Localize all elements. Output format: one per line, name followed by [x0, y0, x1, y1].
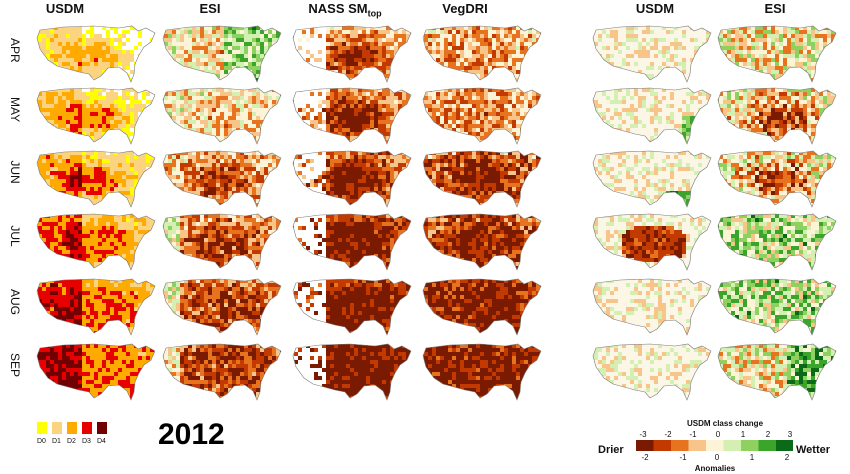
map-usdmchg-aug: [590, 275, 716, 337]
map-esichg-jul: [715, 210, 841, 272]
map-esichg-may: [715, 84, 841, 146]
top-tick: 2: [765, 430, 771, 439]
anomaly-bar-segment: [688, 440, 707, 451]
legend-label-d4: D4: [97, 438, 106, 445]
row-label-sep: SEP: [8, 353, 22, 378]
anomaly-bar-segment: [776, 440, 793, 451]
map-esichg-apr: [715, 22, 841, 84]
top-tick: -1: [689, 430, 697, 439]
map-vegdri-may: [420, 84, 546, 146]
legend-label-d1: D1: [52, 438, 61, 445]
legend-swatch-d2: [67, 422, 77, 434]
anomaly-color-bar: [636, 440, 793, 451]
map-nass-may: [290, 84, 416, 146]
legend-swatch-d3: [82, 422, 92, 434]
bottom-tick: -1: [679, 453, 687, 462]
legend-label-d2: D2: [67, 438, 76, 445]
row-label-apr: APR: [8, 38, 22, 63]
anomaly-bar-segment: [706, 440, 724, 451]
map-usdm-jun: [34, 147, 160, 209]
drier-label: Drier: [598, 444, 624, 456]
top-tick: -3: [639, 430, 647, 439]
map-usdmchg-may: [590, 84, 716, 146]
bottom-tick: 0: [714, 453, 720, 462]
map-vegdri-jun: [420, 147, 546, 209]
map-usdm-sep: [34, 340, 160, 402]
map-usdm-may: [34, 84, 160, 146]
map-usdmchg-apr: [590, 22, 716, 84]
map-usdmchg-jun: [590, 147, 716, 209]
bottom-tick: -2: [641, 453, 649, 462]
map-nass-sep: [290, 340, 416, 402]
column-header-esi: ESI: [199, 1, 221, 16]
column-header-nass-sm-top: NASS SMtop: [308, 1, 382, 19]
wetter-label: Wetter: [796, 444, 831, 456]
map-esi-apr: [160, 22, 286, 84]
anomaly-bar-segment: [653, 440, 672, 451]
map-nass-apr: [290, 22, 416, 84]
map-usdm-aug: [34, 275, 160, 337]
legend-label-d0: D0: [37, 438, 46, 445]
map-vegdri-apr: [420, 22, 546, 84]
map-nass-aug: [290, 275, 416, 337]
map-esi-sep: [160, 340, 286, 402]
anomaly-bar-segment: [723, 440, 742, 451]
bottom-tick: 1: [749, 453, 755, 462]
map-vegdri-aug: [420, 275, 546, 337]
top-tick: 0: [715, 430, 721, 439]
anomaly-bar-segment: [636, 440, 654, 451]
map-esichg-jun: [715, 147, 841, 209]
column-header-esi-change: ESI: [764, 1, 786, 16]
row-label-jun: JUN: [8, 160, 22, 184]
legend-swatch-d1: [52, 422, 62, 434]
column-header-vegdri: VegDRI: [442, 1, 488, 16]
map-usdmchg-jul: [590, 210, 716, 272]
map-usdmchg-sep: [590, 340, 716, 402]
map-esi-aug: [160, 275, 286, 337]
bottom-tick: 2: [784, 453, 790, 462]
legend-swatch-d4: [97, 422, 107, 434]
map-esi-may: [160, 84, 286, 146]
map-usdm-jul: [34, 210, 160, 272]
row-label-may: MAY: [8, 97, 22, 123]
anomaly-legend-subtitle: Anomalies: [694, 464, 736, 473]
map-vegdri-jul: [420, 210, 546, 272]
map-esichg-aug: [715, 275, 841, 337]
map-usdm-apr: [34, 22, 160, 84]
map-nass-jun: [290, 147, 416, 209]
top-tick: 3: [787, 430, 793, 439]
top-tick: 1: [740, 430, 746, 439]
legend-swatch-d0: [37, 422, 47, 434]
map-esi-jun: [160, 147, 286, 209]
legend-label-d3: D3: [82, 438, 91, 445]
map-esichg-sep: [715, 340, 841, 402]
anomaly-legend-title: USDM class change: [686, 419, 764, 428]
map-nass-jul: [290, 210, 416, 272]
top-tick: -2: [664, 430, 672, 439]
anomaly-bar-segment: [671, 440, 689, 451]
column-header-usdm: USDM: [45, 1, 85, 16]
map-vegdri-sep: [420, 340, 546, 402]
column-header-usdm-change: USDM: [635, 1, 675, 16]
map-esi-jul: [160, 210, 286, 272]
year-label: 2012: [158, 418, 225, 451]
row-label-jul: JUL: [8, 225, 22, 247]
row-label-aug: AUG: [8, 289, 22, 316]
anomaly-bar-segment: [741, 440, 759, 451]
anomaly-bar-segment: [758, 440, 777, 451]
